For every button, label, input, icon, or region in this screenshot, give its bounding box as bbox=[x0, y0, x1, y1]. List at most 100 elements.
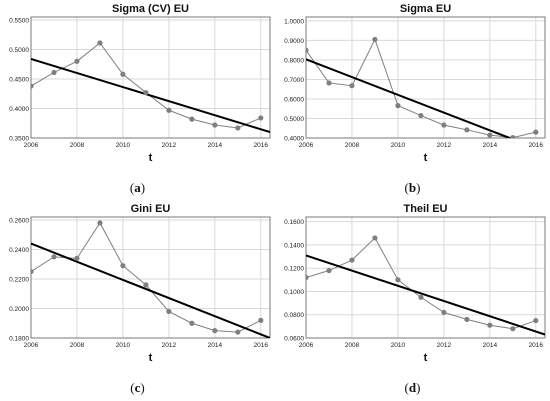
y-tick-label: 1.0000 bbox=[284, 18, 304, 25]
data-point bbox=[189, 320, 195, 326]
x-axis-label: t bbox=[424, 152, 428, 164]
series-line bbox=[31, 42, 262, 129]
data-point bbox=[349, 83, 355, 89]
chart-gini-eu: Gini EU 0.1800 0.2000 0.2200 0.2400 0.2600 200… bbox=[9, 203, 271, 364]
y-tick-label: 0.4000 bbox=[284, 136, 304, 143]
y-tick-label: 0.8000 bbox=[284, 57, 304, 64]
x-tick-label: 2012 bbox=[162, 142, 177, 149]
x-tick-label: 2012 bbox=[162, 342, 177, 349]
data-point bbox=[143, 282, 149, 288]
data-point bbox=[326, 80, 332, 86]
x-tick-label: 2008 bbox=[345, 342, 360, 349]
plot-area bbox=[306, 235, 545, 336]
y-tick-label: 0.1000 bbox=[284, 289, 304, 296]
trend-line bbox=[306, 254, 545, 336]
data-point bbox=[212, 122, 218, 128]
x-tick-label: 2014 bbox=[208, 142, 223, 149]
data-point bbox=[510, 135, 516, 138]
x-tick-label: 2010 bbox=[391, 342, 406, 349]
plot-area bbox=[31, 220, 270, 338]
plot-frame bbox=[305, 16, 546, 139]
plot-area bbox=[306, 36, 539, 138]
data-point bbox=[487, 322, 493, 328]
y-tick-label: 0.5000 bbox=[9, 47, 29, 54]
data-point bbox=[212, 328, 218, 334]
x-tick-label: 2010 bbox=[116, 142, 131, 149]
y-tick-label: 0.4000 bbox=[9, 106, 29, 113]
chart-panel-c: Gini EU 0.1800 0.2000 0.2200 0.2400 0.2600 200… bbox=[0, 200, 275, 370]
gridlines bbox=[30, 17, 270, 139]
chart-panel-b: Sigma EU 0.4000 0.5000 0.6000 0.7000 0.8000 0.… bbox=[275, 0, 550, 170]
data-point bbox=[258, 317, 264, 323]
x-tick-label: 2008 bbox=[345, 142, 360, 149]
x-axis-label: t bbox=[149, 152, 153, 164]
x-tick-label: 2006 bbox=[24, 142, 39, 149]
x-tick-label: 2006 bbox=[24, 342, 39, 349]
y-tick-label: 0.6000 bbox=[284, 96, 304, 103]
data-point bbox=[418, 294, 424, 300]
data-point bbox=[31, 268, 34, 275]
chart-panel-d: Theil EU 0.0600 0.0800 0.1000 0.1200 0.1400 0.… bbox=[275, 200, 550, 370]
data-point bbox=[166, 308, 172, 315]
data-point bbox=[372, 36, 378, 43]
x-tick-label: 2014 bbox=[483, 342, 498, 349]
data-point bbox=[306, 274, 309, 281]
y-tick-label: 0.1200 bbox=[284, 266, 304, 273]
x-tick-label: 2014 bbox=[208, 342, 223, 349]
caption-d: (d) bbox=[404, 380, 421, 395]
gridlines bbox=[30, 217, 270, 339]
x-tick-label: 2014 bbox=[483, 142, 498, 149]
y-tick-label: 0.5500 bbox=[9, 17, 29, 24]
y-tick-label: 0.2200 bbox=[9, 276, 29, 283]
data-point bbox=[533, 317, 539, 324]
data-point bbox=[464, 316, 470, 322]
x-tick-label: 2006 bbox=[299, 142, 314, 149]
plot-frame bbox=[305, 216, 546, 339]
x-axis-label: t bbox=[424, 352, 428, 364]
caption-c: (c) bbox=[130, 380, 145, 395]
y-tick-label: 0.2000 bbox=[9, 306, 29, 313]
trend-line bbox=[31, 57, 270, 134]
data-point bbox=[120, 263, 126, 269]
series-line bbox=[306, 38, 536, 138]
data-point bbox=[306, 47, 309, 53]
caption-b: (b) bbox=[404, 180, 421, 195]
data-point bbox=[372, 235, 378, 241]
chart-theil-eu: Theil EU 0.0600 0.0800 0.1000 0.1200 0.1400 0.… bbox=[284, 203, 546, 364]
data-point bbox=[97, 220, 103, 226]
y-tick-label: 0.0600 bbox=[284, 336, 304, 343]
y-tick-label: 0.3500 bbox=[9, 136, 29, 143]
data-point bbox=[97, 40, 103, 46]
x-tick-label: 2008 bbox=[70, 142, 85, 149]
x-tick-label: 2010 bbox=[391, 142, 406, 149]
chart-sigma-cv-eu: Sigma (CV) EU 0.3500 0.4000 0.4500 0.5000 0.5… bbox=[9, 3, 271, 164]
y-tick-label: 0.9000 bbox=[284, 38, 304, 45]
data-point bbox=[510, 326, 516, 332]
chart-title: Gini EU bbox=[131, 203, 171, 215]
x-tick-label: 2016 bbox=[254, 342, 269, 349]
y-tick-label: 0.4500 bbox=[9, 76, 29, 83]
trend-line bbox=[306, 58, 513, 138]
x-tick-label: 2010 bbox=[116, 342, 131, 349]
x-tick-label: 2012 bbox=[437, 142, 452, 149]
y-tick-label: 0.0800 bbox=[284, 312, 304, 319]
data-point bbox=[166, 107, 172, 113]
data-point bbox=[258, 115, 264, 121]
data-point bbox=[51, 254, 57, 260]
data-point bbox=[235, 125, 241, 131]
data-point bbox=[31, 83, 34, 89]
y-tick-label: 0.1600 bbox=[284, 219, 304, 226]
chart-title: Sigma EU bbox=[400, 3, 451, 15]
plot-area bbox=[31, 40, 270, 134]
gridlines bbox=[305, 217, 545, 339]
y-tick-label: 0.1400 bbox=[284, 242, 304, 249]
data-point bbox=[74, 58, 80, 64]
gridlines bbox=[305, 17, 545, 139]
data-point bbox=[235, 329, 241, 335]
x-tick-label: 2012 bbox=[437, 342, 452, 349]
data-point bbox=[487, 132, 493, 138]
data-point bbox=[533, 129, 539, 135]
y-tick-label: 0.1800 bbox=[9, 336, 29, 343]
series-line bbox=[31, 221, 262, 333]
y-tick-label: 0.2600 bbox=[9, 217, 29, 224]
